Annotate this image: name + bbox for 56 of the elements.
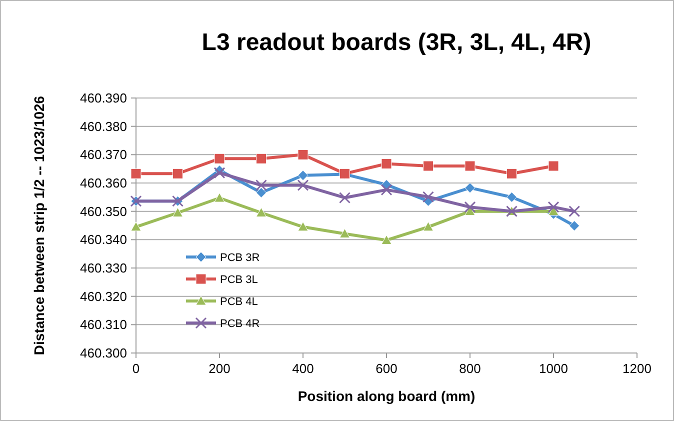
- x-axis-title: Position along board (mm): [298, 388, 476, 404]
- point: [464, 160, 476, 172]
- point: [548, 160, 559, 172]
- point: [380, 184, 392, 196]
- x-tick-label: 800: [459, 361, 481, 376]
- legend-label: PCB 3L: [220, 274, 258, 286]
- y-axis-title: Distance between strip 1/2 -- 1023/1026: [31, 96, 47, 356]
- y-tick-label: 460.380: [80, 118, 127, 134]
- point: [340, 228, 350, 238]
- point: [298, 149, 308, 160]
- point: [464, 201, 476, 213]
- point: [298, 170, 308, 181]
- y-tick-label: 460.310: [80, 317, 127, 332]
- point: [506, 168, 517, 179]
- x-tick-label: 1000: [539, 361, 568, 376]
- x-tick-label: 400: [292, 361, 314, 376]
- point: [256, 153, 266, 164]
- x-tick-label: 0: [132, 361, 140, 376]
- y-tick-label: 460.300: [80, 346, 127, 361]
- point: [172, 208, 183, 217]
- x-tick-label: 600: [376, 361, 398, 376]
- point: [172, 168, 183, 179]
- point: [214, 153, 225, 164]
- y-tick-label: 460.320: [80, 288, 127, 304]
- y-tick-label: 460.360: [80, 176, 127, 191]
- y-tick-label: 460.350: [80, 204, 127, 219]
- point: [423, 160, 434, 172]
- point: [256, 180, 267, 192]
- point: [422, 191, 434, 203]
- point: [130, 168, 142, 179]
- y-tick-label: 460.330: [80, 260, 127, 276]
- x-tick-label: 1200: [622, 361, 652, 376]
- point: [214, 167, 226, 179]
- point: [381, 234, 392, 244]
- x-tick-label: 200: [208, 361, 230, 376]
- y-tick-label: 460.340: [80, 232, 127, 248]
- point: [214, 192, 225, 202]
- legend-label: PCB 4R: [220, 318, 260, 330]
- point: [569, 220, 580, 232]
- point: [423, 222, 434, 232]
- point: [256, 208, 266, 217]
- y-tick-label: 460.390: [80, 90, 127, 106]
- y-tick-label: 460.370: [80, 147, 127, 162]
- point: [298, 222, 308, 232]
- point: [256, 187, 266, 198]
- point: [548, 201, 560, 213]
- point: [464, 182, 476, 194]
- point: [130, 222, 142, 232]
- point: [381, 158, 392, 169]
- point: [339, 192, 350, 204]
- legend-label: PCB 3R: [220, 252, 260, 264]
- point: [297, 180, 309, 192]
- legend-label: PCB 4L: [220, 296, 258, 308]
- point: [568, 206, 580, 218]
- chart-title: L3 readout boards (3R, 3L, 4L, 4R): [202, 29, 592, 56]
- point: [506, 192, 517, 202]
